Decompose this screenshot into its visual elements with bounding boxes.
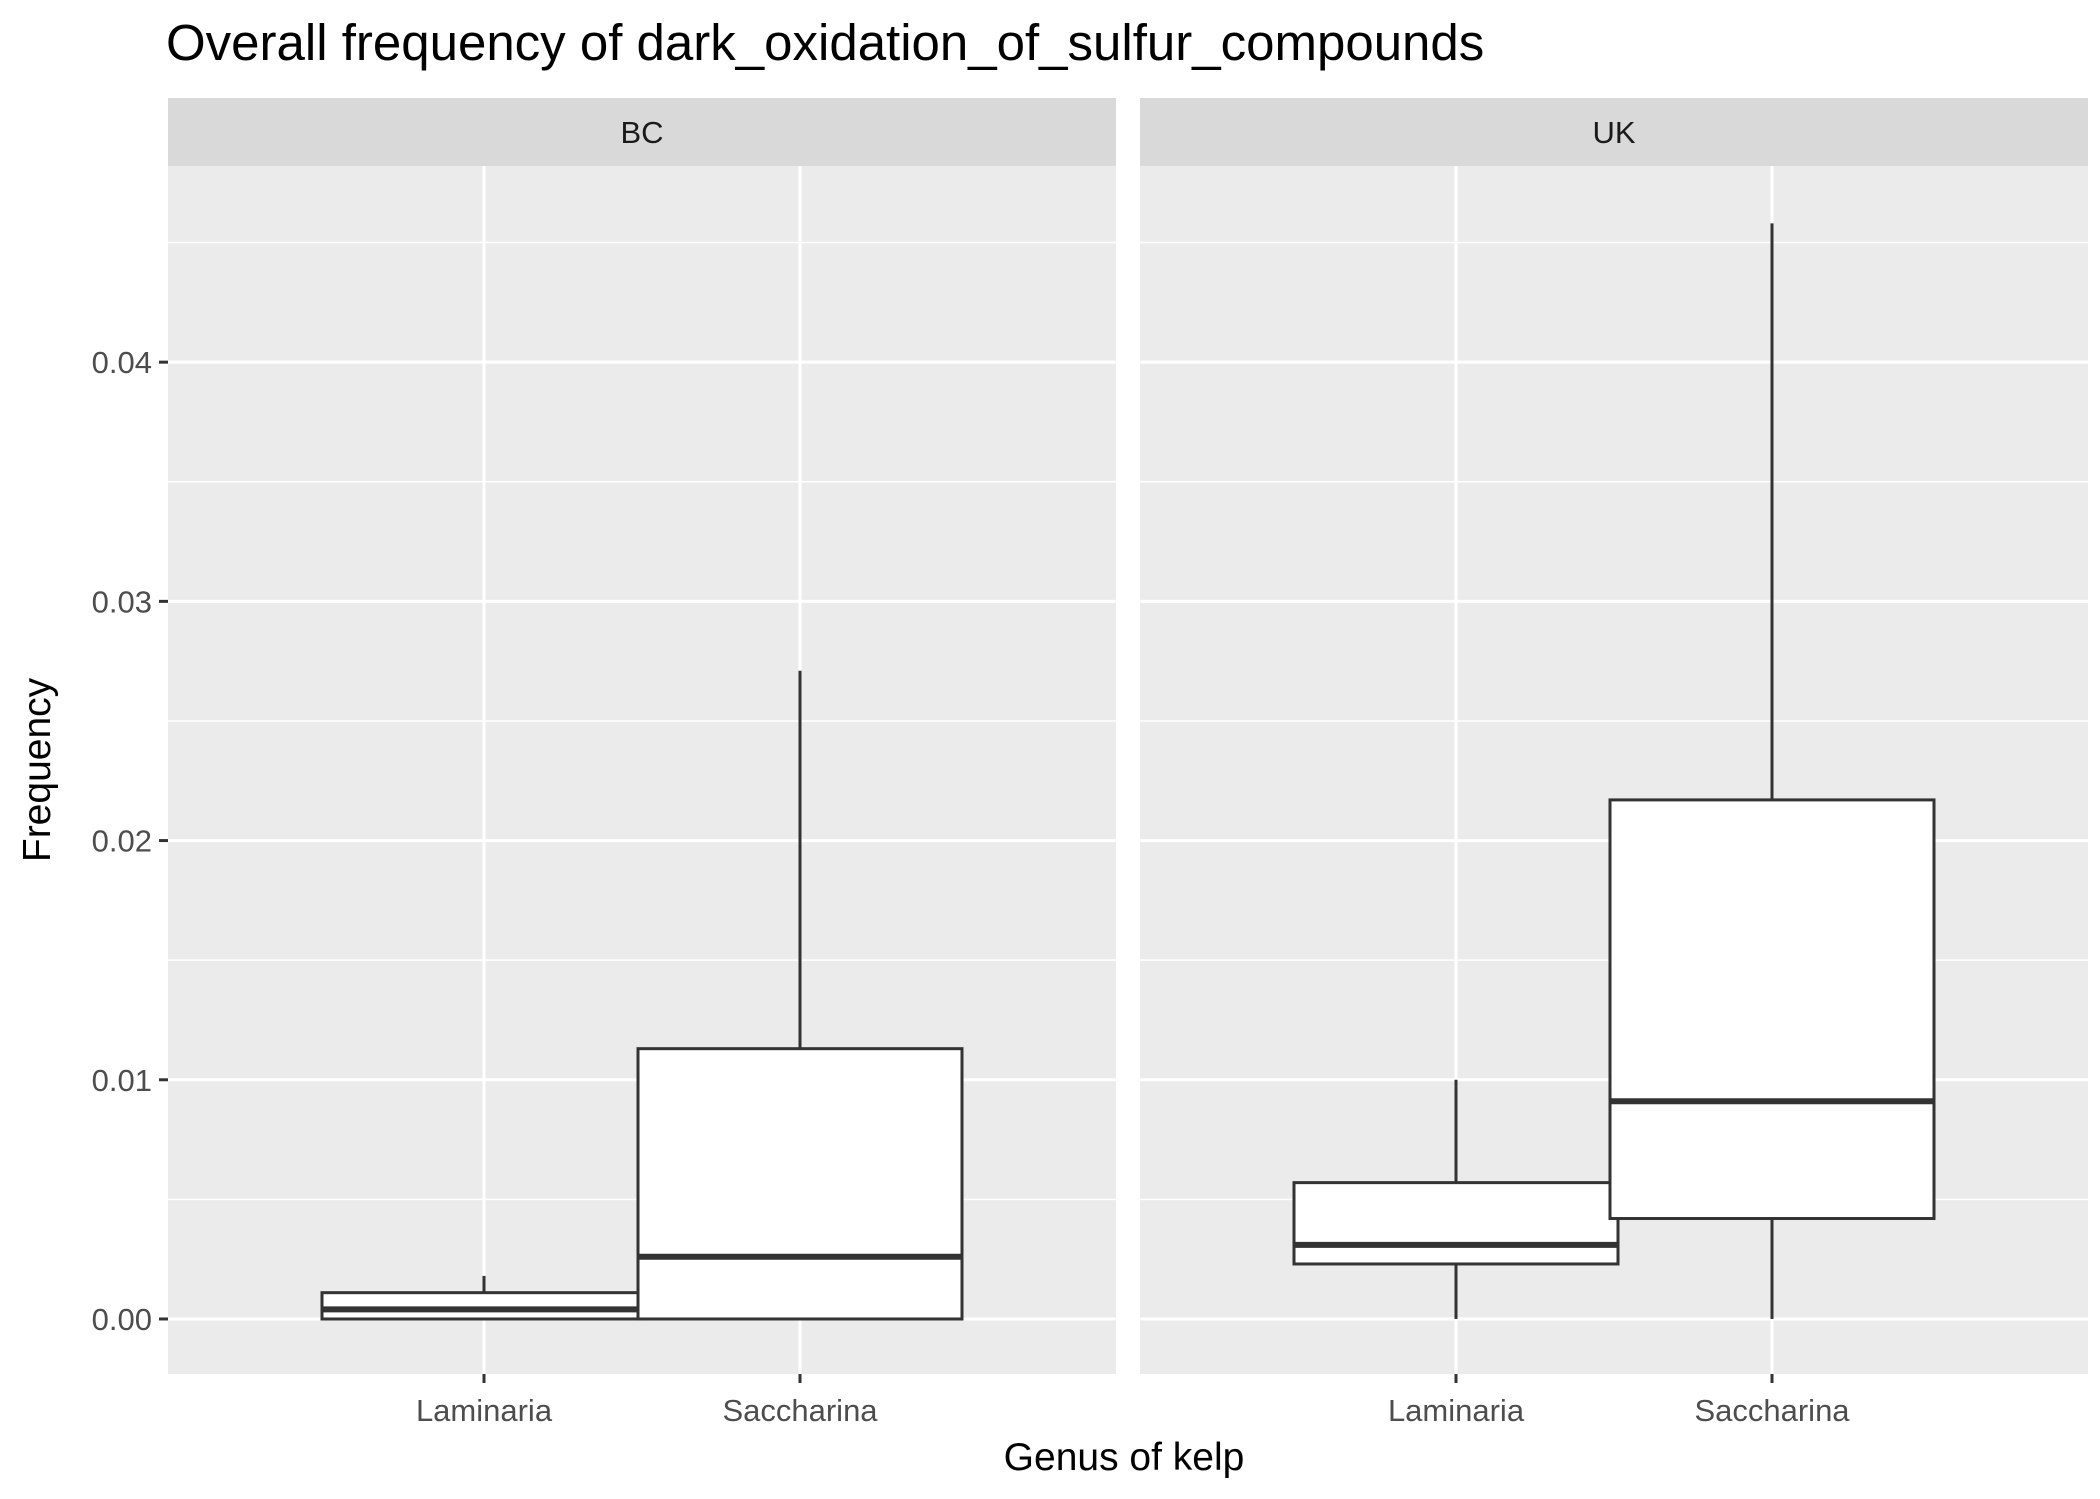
y-tick-label: 0.02	[92, 824, 152, 859]
y-tick-label: 0.00	[92, 1302, 152, 1337]
y-tick-label: 0.04	[92, 345, 152, 380]
x-tick-label: Laminaria	[416, 1393, 553, 1428]
facet-panels: BC UK	[168, 98, 2088, 1374]
y-tick-label: 0.01	[92, 1063, 152, 1098]
x-axis: Laminaria Saccharina Laminaria Saccharina	[416, 1374, 1850, 1428]
boxplot-bc-laminaria	[320, 1275, 648, 1321]
facet-panel-bc: BC	[168, 98, 1116, 1374]
y-tick-label: 0.03	[92, 584, 152, 619]
x-tick-label: Laminaria	[1388, 1393, 1525, 1428]
boxplot-uk-saccharina	[1608, 223, 1936, 1319]
x-tick-label: Saccharina	[1694, 1393, 1850, 1428]
facet-panel-uk: UK	[1140, 98, 2088, 1374]
y-axis: 0.00 0.01 0.02 0.03 0.04	[92, 345, 168, 1337]
facet-strip-label: BC	[620, 115, 663, 150]
chart-title: Overall frequency of dark_oxidation_of_s…	[166, 14, 1484, 71]
facet-strip	[168, 98, 1116, 166]
y-axis-title: Frequency	[16, 677, 59, 862]
box-iqr	[320, 1291, 648, 1321]
box-iqr	[1608, 798, 1936, 1221]
facet-strip	[1140, 98, 2088, 166]
x-tick-label: Saccharina	[722, 1393, 878, 1428]
box-iqr	[1292, 1181, 1620, 1266]
boxplot-uk-laminaria	[1292, 1079, 1620, 1319]
box-iqr	[636, 1047, 964, 1321]
facet-strip-label: UK	[1592, 115, 1635, 150]
x-axis-title: Genus of kelp	[1004, 1436, 1245, 1479]
boxplot-bc-saccharina	[636, 670, 964, 1321]
